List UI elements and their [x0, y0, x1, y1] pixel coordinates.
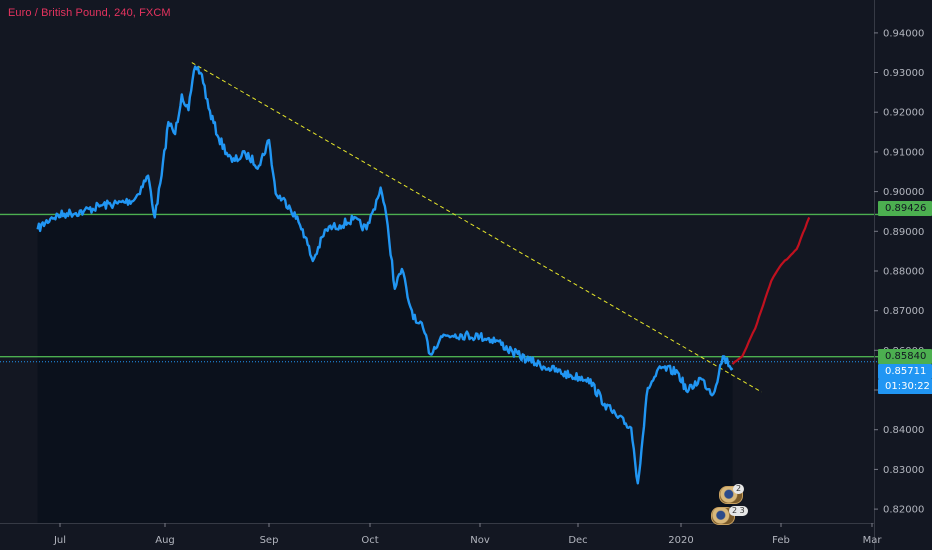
upper-level-price-tag: 0.89426 — [878, 201, 932, 216]
price-tick-label: 0.82000 — [883, 505, 924, 516]
price-tick-label: 0.84000 — [883, 425, 924, 436]
time-tick-label: Jul — [53, 535, 66, 546]
price-tick-label: 0.90000 — [883, 187, 924, 198]
price-area-fill — [37, 66, 733, 523]
price-tick-label: 0.87000 — [883, 306, 924, 317]
time-tick-label: Nov — [470, 535, 490, 546]
event-count-badge: 2 — [733, 484, 745, 494]
price-series-line — [36, 65, 734, 485]
price-tick-label: 0.88000 — [883, 267, 924, 278]
chart-title: Euro / British Pound, 240, FXCM — [8, 7, 171, 19]
time-tick-label: 2020 — [668, 535, 693, 546]
time-tick-label: Feb — [772, 535, 790, 546]
price-tick-label: 0.89000 — [883, 227, 924, 238]
price-tick-label: 0.92000 — [883, 108, 924, 119]
time-tick-label: Oct — [361, 535, 378, 546]
trendline — [191, 62, 762, 393]
time-tick-label: Mar — [863, 535, 883, 546]
price-tick-label: 0.94000 — [883, 28, 924, 39]
time-tick-label: Sep — [260, 535, 279, 546]
bar-countdown-tag: 01:30:22 — [878, 379, 932, 394]
time-tick-label: Dec — [568, 535, 587, 546]
price-tick-label: 0.93000 — [883, 68, 924, 79]
time-tick-label: Aug — [155, 535, 175, 546]
lower-level-price-tag: 0.85840 — [878, 349, 932, 364]
event-count-badge: 2 3 — [729, 506, 748, 516]
projection-series-line — [731, 216, 811, 365]
price-tick-label: 0.91000 — [883, 147, 924, 158]
price-tick-label: 0.83000 — [883, 465, 924, 476]
last-price-tag: 0.85711 — [878, 364, 932, 379]
